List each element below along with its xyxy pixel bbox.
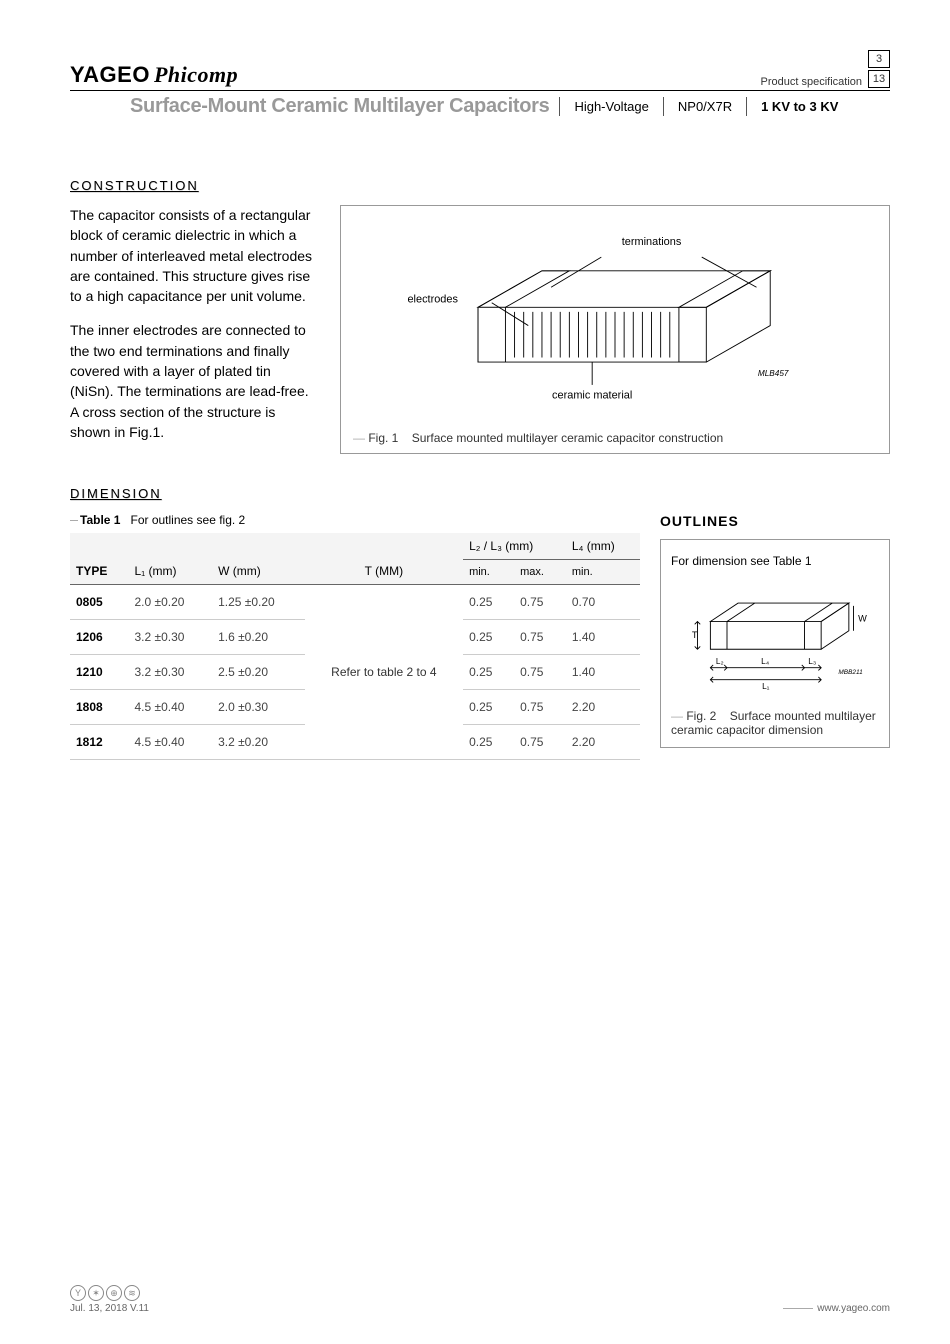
fig2-label: Fig. 2 <box>686 709 716 723</box>
table-cell: 4.5 ±0.40 <box>128 690 212 725</box>
brand-logo: YAGEO Phicomp <box>70 62 238 88</box>
footer-date: Jul. 13, 2018 V.11 <box>70 1303 149 1314</box>
cert-icon: ⊕ <box>106 1285 122 1301</box>
tag-high-voltage: High-Voltage <box>559 97 662 116</box>
th-type: TYPE <box>70 533 128 585</box>
th-w: W (mm) <box>212 533 305 585</box>
th-l4: L₄ (mm) <box>566 533 640 560</box>
footer: Y ✶ ⊕ ≋ Jul. 13, 2018 V.11 www.yageo.com <box>70 1285 890 1314</box>
doc-title: Surface-Mount Ceramic Multilayer Capacit… <box>70 95 559 118</box>
figure-2-caption: — Fig. 2 Surface mounted multilayer cera… <box>671 709 879 737</box>
th-l1: L₁ (mm) <box>128 533 212 585</box>
table1-text: For outlines see fig. 2 <box>130 513 245 527</box>
page-total: 13 <box>868 70 890 88</box>
fig1-text: Surface mounted multilayer ceramic capac… <box>412 431 723 445</box>
table-cell: 1.6 ±0.20 <box>212 620 305 655</box>
table-cell: 0.25 <box>463 725 514 760</box>
dimension-table: TYPE L₁ (mm) W (mm) T (MM) L₂ / L₃ (mm) … <box>70 533 640 760</box>
svg-text:L₃: L₃ <box>808 656 816 666</box>
footer-url: www.yageo.com <box>783 1303 890 1314</box>
table-cell: 0.75 <box>514 725 566 760</box>
subheader: Surface-Mount Ceramic Multilayer Capacit… <box>70 95 890 118</box>
th-t: T (MM) <box>305 533 463 585</box>
page-indicator: 3 13 <box>868 50 890 88</box>
cert-icon: ≋ <box>124 1285 140 1301</box>
table-cell: 3.2 ±0.30 <box>128 620 212 655</box>
tag-np0x7r: NP0/X7R <box>663 97 746 116</box>
table-cell: 1.40 <box>566 655 640 690</box>
table-cell: 2.5 ±0.20 <box>212 655 305 690</box>
th-min2: min. <box>566 560 640 585</box>
fig1-code: MLB457 <box>758 369 789 378</box>
table-cell: 0.25 <box>463 585 514 620</box>
table-cell: 0.25 <box>463 690 514 725</box>
svg-text:MBB211: MBB211 <box>838 669 863 676</box>
svg-text:W: W <box>858 614 867 624</box>
table-cell: 3.2 ±0.30 <box>128 655 212 690</box>
table-cell: 0.75 <box>514 620 566 655</box>
table-cell: 1808 <box>70 690 128 725</box>
brand-yageo: YAGEO <box>70 62 150 88</box>
heading-construction: CONSTRUCTION <box>70 178 890 193</box>
table-cell: 2.20 <box>566 725 640 760</box>
cert-icon: Y <box>70 1285 86 1301</box>
table-cell: 0.75 <box>514 655 566 690</box>
table-cell: 4.5 ±0.40 <box>128 725 212 760</box>
tag-kv: 1 KV to 3 KV <box>746 97 852 116</box>
figure-1-box: terminations electrodes ceramic material… <box>340 205 890 454</box>
svg-text:L₁: L₁ <box>762 681 770 691</box>
spec-label-group: Product specification 3 13 <box>761 50 891 88</box>
table-cell: 1210 <box>70 655 128 690</box>
table1-caption: Table 1 For outlines see fig. 2 <box>70 513 640 527</box>
figure-1-caption: — Fig. 1 Surface mounted multilayer cera… <box>353 431 877 445</box>
figure-2-box: For dimension see Table 1 <box>660 539 890 748</box>
heading-dimension: DIMENSION <box>70 486 890 501</box>
table-cell: 2.0 ±0.20 <box>128 585 212 620</box>
fig1-label: Fig. 1 <box>368 431 398 445</box>
table-cell: 0805 <box>70 585 128 620</box>
fig1-label-electrodes: electrodes <box>407 294 458 306</box>
svg-text:L₄: L₄ <box>761 656 770 666</box>
fig1-label-ceramic: ceramic material <box>552 390 632 402</box>
table-cell: 0.25 <box>463 620 514 655</box>
table-cell: 2.20 <box>566 690 640 725</box>
th-l23: L₂ / L₃ (mm) <box>463 533 566 560</box>
svg-text:T: T <box>692 630 698 640</box>
table-cell: 0.75 <box>514 690 566 725</box>
footer-left: Y ✶ ⊕ ≋ Jul. 13, 2018 V.11 <box>70 1285 149 1314</box>
table-cell: 1206 <box>70 620 128 655</box>
th-min: min. <box>463 560 514 585</box>
th-max: max. <box>514 560 566 585</box>
construction-p1: The capacitor consists of a rectangular … <box>70 205 315 306</box>
cert-icon: ✶ <box>88 1285 104 1301</box>
page-current: 3 <box>868 50 890 68</box>
construction-section: The capacitor consists of a rectangular … <box>70 205 890 456</box>
table-row: 08052.0 ±0.201.25 ±0.20Refer to table 2 … <box>70 585 640 620</box>
figure-1-svg: terminations electrodes ceramic material… <box>353 216 877 426</box>
brand-phicomp: Phicomp <box>154 62 238 88</box>
table-block: Table 1 For outlines see fig. 2 TYPE L₁ … <box>70 513 640 760</box>
table-cell: 0.25 <box>463 655 514 690</box>
table-cell: 3.2 ±0.20 <box>212 725 305 760</box>
dimension-section: Table 1 For outlines see fig. 2 TYPE L₁ … <box>70 513 890 760</box>
table-cell: 2.0 ±0.30 <box>212 690 305 725</box>
fig1-label-terminations: terminations <box>622 236 682 248</box>
table-cell: 1.25 ±0.20 <box>212 585 305 620</box>
table-cell: 1.40 <box>566 620 640 655</box>
table-cell: 0.75 <box>514 585 566 620</box>
fig2-note: For dimension see Table 1 <box>671 554 879 568</box>
construction-text: The capacitor consists of a rectangular … <box>70 205 315 456</box>
table-cell-merged: Refer to table 2 to 4 <box>305 585 463 760</box>
footer-icons: Y ✶ ⊕ ≋ <box>70 1285 149 1301</box>
table-cell: 0.70 <box>566 585 640 620</box>
svg-text:L₂: L₂ <box>716 656 724 666</box>
table-cell: 1812 <box>70 725 128 760</box>
outlines-block: OUTLINES For dimension see Table 1 <box>660 513 890 748</box>
heading-outlines: OUTLINES <box>660 513 890 529</box>
construction-p2: The inner electrodes are connected to th… <box>70 320 315 442</box>
table1-label: Table 1 <box>80 513 120 527</box>
spec-label: Product specification <box>761 76 863 88</box>
header: YAGEO Phicomp Product specification 3 13 <box>70 50 890 91</box>
figure-2-svg: T W L₂ L₄ L₃ L₁ MBB211 <box>671 580 879 700</box>
